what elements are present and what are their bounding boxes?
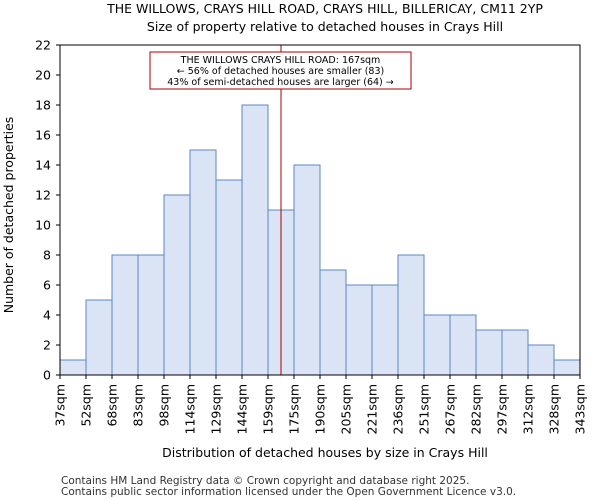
y-tick-label-10: 10: [35, 218, 51, 233]
x-tick-label-267sqm: 267sqm: [443, 384, 458, 434]
y-tick-label-0: 0: [43, 368, 51, 383]
y-tick-label-18: 18: [35, 98, 51, 113]
bar-144sqm: [241, 104, 269, 376]
property-annotation: THE WILLOWS CRAYS HILL ROAD: 167sqm ← 56…: [149, 51, 412, 90]
x-tick-label-144sqm: 144sqm: [235, 384, 250, 434]
bar-297sqm: [501, 329, 529, 376]
y-axis-label: Number of detached properties: [1, 117, 16, 314]
bar-282sqm: [475, 329, 503, 376]
x-tick-label-343sqm: 343sqm: [573, 384, 588, 434]
bar-68sqm: [111, 254, 139, 376]
x-tick-label-159sqm: 159sqm: [261, 384, 276, 434]
x-tick-label-98sqm: 98sqm: [157, 384, 172, 427]
bar-205sqm: [345, 284, 373, 376]
y-tick-label-2: 2: [43, 338, 51, 353]
bar-83sqm: [137, 254, 165, 376]
x-tick-label-190sqm: 190sqm: [313, 384, 328, 434]
chart-subtitle: Size of property relative to detached ho…: [147, 19, 503, 34]
x-axis-ticks: 37sqm 52sqm 68sqm 83sqm 98sqm 114sqm 129sqm 144…: [53, 375, 588, 434]
y-axis-ticks: 0 2 4 6 8 10 12 14 16 18 20 22: [35, 38, 60, 383]
x-tick-label-297sqm: 297sqm: [495, 384, 510, 434]
x-tick-label-312sqm: 312sqm: [521, 384, 536, 434]
x-tick-label-114sqm: 114sqm: [183, 384, 198, 434]
bar-37sqm: [59, 359, 87, 376]
annotation-box: [149, 51, 412, 90]
bar-312sqm: [527, 344, 555, 376]
y-tick-label-4: 4: [43, 308, 51, 323]
footer-line-1: Contains HM Land Registry data © Crown c…: [61, 475, 469, 487]
x-tick-label-236sqm: 236sqm: [391, 384, 406, 434]
footer-line-2: Contains public sector information licen…: [61, 486, 516, 498]
y-tick-label-6: 6: [43, 278, 51, 293]
x-axis-label: Distribution of detached houses by size …: [162, 445, 488, 460]
y-tick-label-14: 14: [35, 158, 51, 173]
x-tick-label-129sqm: 129sqm: [209, 384, 224, 434]
x-tick-label-37sqm: 37sqm: [53, 384, 68, 427]
x-tick-label-205sqm: 205sqm: [339, 384, 354, 434]
bar-175sqm: [293, 164, 321, 376]
bar-267sqm: [449, 314, 477, 376]
x-tick-label-83sqm: 83sqm: [131, 384, 146, 427]
bar-114sqm: [189, 149, 217, 376]
bar-221sqm: [371, 284, 399, 376]
y-tick-label-16: 16: [35, 128, 51, 143]
y-tick-label-8: 8: [43, 248, 51, 263]
bar-129sqm: [215, 179, 243, 376]
x-tick-label-175sqm: 175sqm: [287, 384, 302, 434]
bar-52sqm: [85, 299, 113, 376]
x-tick-label-282sqm: 282sqm: [469, 384, 484, 434]
annotation-line-smaller: ← 56% of detached houses are smaller (83…: [177, 66, 384, 77]
x-tick-label-52sqm: 52sqm: [79, 384, 94, 427]
annotation-line-larger: 43% of semi-detached houses are larger (…: [167, 77, 394, 88]
y-tick-label-22: 22: [35, 38, 51, 53]
x-tick-label-221sqm: 221sqm: [365, 384, 380, 434]
y-tick-label-20: 20: [35, 68, 51, 83]
bar-328sqm: [553, 359, 581, 376]
y-tick-label-12: 12: [35, 188, 51, 203]
bar-236sqm: [397, 254, 425, 376]
chart-title: THE WILLOWS, CRAYS HILL ROAD, CRAYS HILL…: [106, 1, 543, 16]
x-tick-label-328sqm: 328sqm: [547, 384, 562, 434]
x-tick-label-68sqm: 68sqm: [105, 384, 120, 427]
bar-98sqm: [163, 194, 191, 376]
x-tick-label-251sqm: 251sqm: [417, 384, 432, 434]
annotation-line-address: THE WILLOWS CRAYS HILL ROAD: 167sqm: [180, 55, 381, 66]
bar-190sqm: [319, 269, 347, 376]
bars-group: [59, 104, 581, 376]
bar-251sqm: [423, 314, 451, 376]
plot-frame: [59, 44, 581, 376]
